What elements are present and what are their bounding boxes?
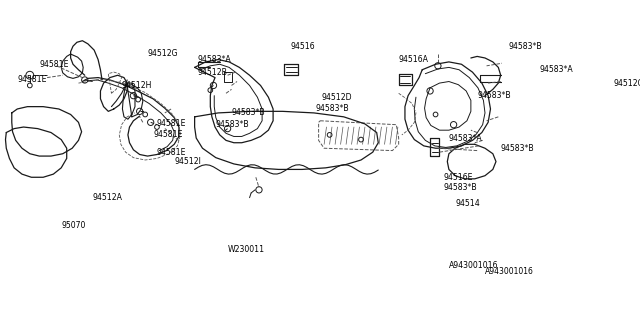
Text: 94516E: 94516E [444,173,473,182]
Text: 94581E: 94581E [154,130,183,139]
Text: 94512H: 94512H [122,81,152,90]
Text: 94516: 94516 [291,42,315,51]
Text: A943001016: A943001016 [449,261,499,270]
Text: 94583*A: 94583*A [449,133,483,142]
Text: W230011: W230011 [228,245,265,254]
Text: 94583*B: 94583*B [509,42,542,51]
Text: 94583*B: 94583*B [444,183,477,192]
Text: 94581E: 94581E [157,148,186,157]
Text: 94583*B: 94583*B [500,144,534,153]
Text: 94512I: 94512I [174,157,201,166]
Text: 94583*B: 94583*B [216,120,250,129]
Text: A943001016: A943001016 [485,267,534,276]
Text: 94583*A: 94583*A [198,55,232,64]
Text: 94512C: 94512C [614,79,640,88]
Text: 94583*B: 94583*B [232,108,265,117]
Text: 94514: 94514 [455,199,480,208]
Text: 95070: 95070 [61,221,86,230]
Text: 94583*B: 94583*B [477,91,511,100]
Text: 94583*B: 94583*B [316,105,349,114]
Text: 94583*A: 94583*A [540,65,573,74]
Text: 94581E: 94581E [17,76,47,84]
Text: 94581E: 94581E [157,119,186,128]
Text: 94512A: 94512A [93,193,122,202]
Text: 94512D: 94512D [322,93,353,102]
Text: 94581E: 94581E [39,60,68,69]
Text: 94512G: 94512G [148,49,178,58]
Text: 94516A: 94516A [399,55,429,64]
Text: 94512B: 94512B [198,68,228,76]
